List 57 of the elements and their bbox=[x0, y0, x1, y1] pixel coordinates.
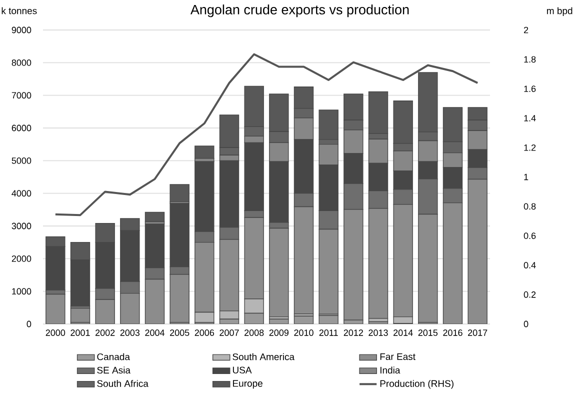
x-tick-label: 2003 bbox=[120, 330, 140, 336]
legend-label: SE Asia bbox=[97, 366, 130, 374]
legend-label: Far East bbox=[380, 353, 416, 360]
y2-tick-label: 0 bbox=[524, 320, 528, 328]
x-tick-label: 2012 bbox=[344, 330, 363, 336]
x-tick-label: 2001 bbox=[70, 330, 90, 336]
x-tick-label: 2016 bbox=[443, 330, 462, 336]
legend-label: India bbox=[380, 366, 400, 374]
x-tick-label: 2017 bbox=[468, 330, 488, 336]
y-tick-label: 9000 bbox=[12, 26, 32, 34]
y-axis-title: k tonnes bbox=[2, 7, 37, 14]
legend-label: Canada bbox=[97, 353, 130, 360]
x-tick-label: 2011 bbox=[319, 330, 338, 336]
legend-label: South Africa bbox=[97, 380, 148, 387]
y-tick-label: 3000 bbox=[12, 222, 32, 230]
y2-axis-title: m bpd bbox=[547, 7, 572, 16]
y-tick-label: 0 bbox=[26, 320, 32, 328]
x-tick-label: 2014 bbox=[394, 330, 413, 336]
x-tick-label: 2008 bbox=[244, 330, 264, 336]
y-tick-label: 8000 bbox=[12, 59, 32, 66]
bar bbox=[194, 146, 214, 159]
x-tick-label: 2000 bbox=[46, 330, 66, 336]
x-tick-label: 2009 bbox=[269, 330, 288, 336]
x-tick-label: 2005 bbox=[170, 330, 190, 336]
x-tick-label: 2015 bbox=[418, 330, 438, 336]
y2-tick-label: 1.8 bbox=[524, 56, 536, 63]
legend-label: Production (RHS) bbox=[380, 380, 454, 389]
x-tick-label: 2006 bbox=[194, 330, 214, 336]
y-tick-label: 6000 bbox=[12, 124, 32, 132]
y-tick-label: 5000 bbox=[12, 157, 32, 164]
y2-tick-label: 0.8 bbox=[524, 203, 536, 210]
line-series bbox=[54, 53, 479, 216]
x-tick-label: 2002 bbox=[96, 330, 115, 336]
y-tick-label: 7000 bbox=[12, 92, 32, 99]
y2-tick-label: 0.2 bbox=[524, 291, 536, 298]
bar bbox=[318, 110, 338, 140]
bar bbox=[244, 298, 264, 314]
x-tick-label: 2004 bbox=[145, 330, 164, 336]
y2-tick-label: 0.6 bbox=[524, 232, 536, 239]
y2-tick-label: 1.2 bbox=[524, 144, 536, 151]
x-tick-label: 2010 bbox=[294, 330, 314, 336]
y2-tick-label: 1 bbox=[524, 174, 528, 180]
y-tick-label: 1000 bbox=[12, 288, 32, 295]
legend-label: Europe bbox=[233, 380, 262, 389]
y-tick-label: 4000 bbox=[12, 190, 32, 197]
legend-label: USA bbox=[232, 366, 252, 374]
y2-tick-label: 1.4 bbox=[524, 115, 536, 122]
chart-title: Angolan crude exports vs production bbox=[190, 4, 409, 18]
bar bbox=[46, 294, 66, 324]
y-tick-label: 2000 bbox=[12, 255, 32, 262]
x-tick-label: 2013 bbox=[368, 330, 388, 336]
x-tick-label: 2007 bbox=[220, 330, 239, 336]
legend-label: South America bbox=[232, 353, 295, 360]
y2-tick-label: 1.6 bbox=[524, 86, 536, 92]
y2-tick-label: 0.4 bbox=[524, 262, 536, 268]
bar bbox=[144, 212, 165, 222]
y2-tick-label: 2 bbox=[524, 26, 528, 34]
